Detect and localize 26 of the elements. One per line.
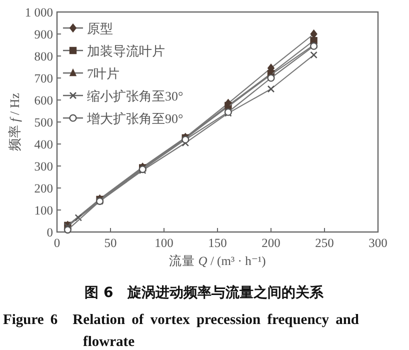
y-tick-label: 400 (34, 138, 53, 152)
x-tick-label: 300 (368, 236, 388, 250)
y-tick-label: 600 (34, 94, 53, 108)
y-tick-label: 900 (34, 28, 53, 42)
x-axis-title: 流量 Q / (m³ · h⁻¹) (169, 253, 266, 268)
legend-label: 7叶片 (87, 66, 120, 81)
caption: 图 6 旋涡进动频率与流量之间的关系 (84, 284, 324, 301)
y-tick-label: 200 (34, 182, 53, 196)
y-tick-label: 800 (34, 50, 53, 64)
x-tick-label: 150 (208, 236, 227, 250)
x-tick-label: 250 (315, 236, 334, 250)
x-tick-label: 100 (154, 236, 174, 250)
y-tick-label: 700 (34, 72, 53, 86)
caption: Figure 6 Relation of vortex precession frequency and flowrate (3, 312, 360, 350)
y-axis-title: 频率 f / Hz (7, 92, 22, 152)
legend-label: 缩小扩张角至30° (87, 88, 184, 104)
y-tick-label: 100 (34, 204, 53, 218)
legend-label: 加装导流叶片 (87, 44, 165, 58)
y-tick-label: 500 (34, 116, 53, 130)
y-tick-label: 1 000 (24, 6, 53, 20)
y-tick-label: 0 (46, 226, 53, 240)
x-tick-label: 50 (104, 236, 117, 250)
x-tick-label: 200 (262, 236, 280, 250)
legend-label: 增大扩张角至90° (86, 111, 184, 126)
y-tick-label: 300 (34, 160, 53, 174)
legend-label: 原型 (87, 21, 113, 36)
